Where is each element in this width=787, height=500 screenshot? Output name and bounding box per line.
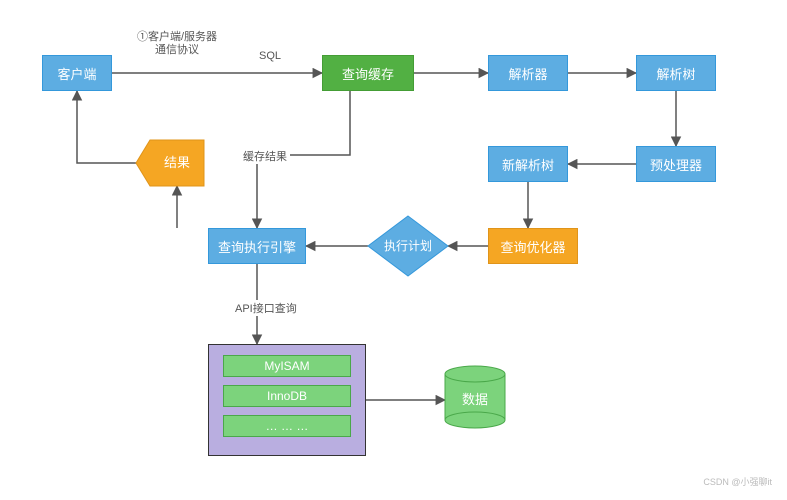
result-label: 结果: [164, 155, 190, 170]
optimizer-label: 查询优化器: [500, 237, 565, 256]
cache-node: 查询缓存: [322, 55, 414, 91]
optimizer-node: 查询优化器: [488, 228, 578, 264]
preprocessor-node: 预处理器: [636, 146, 716, 182]
new-tree-label: 新解析树: [502, 155, 554, 174]
plan-node: 执行计划: [368, 216, 448, 276]
watermark: CSDN @小强聊it: [703, 475, 772, 488]
engines-container: MyISAM InnoDB … … …: [208, 344, 366, 456]
client-label: 客户端: [57, 64, 96, 83]
exec-engine-label: 查询执行引擎: [218, 237, 296, 256]
edge-result-client: [77, 91, 150, 163]
api-label: API接口查询: [232, 300, 300, 316]
parser-label: 解析器: [508, 64, 547, 83]
protocol-label: ①客户端/服务器通信协议: [134, 31, 220, 57]
result-node: 结果: [136, 140, 204, 186]
client-node: 客户端: [42, 55, 112, 91]
plan-label: 执行计划: [384, 239, 432, 253]
data-cylinder: 数据: [445, 366, 505, 428]
parse-tree-node: 解析树: [636, 55, 716, 91]
parse-tree-label: 解析树: [656, 64, 695, 83]
cached-label: 缓存结果: [240, 148, 290, 164]
engine-item: InnoDB: [223, 385, 351, 407]
parser-node: 解析器: [488, 55, 568, 91]
new-tree-node: 新解析树: [488, 146, 568, 182]
engine-item: … … …: [223, 415, 351, 437]
sql-label: SQL: [256, 50, 284, 62]
cache-label: 查询缓存: [342, 64, 394, 83]
exec-engine-node: 查询执行引擎: [208, 228, 306, 264]
engine-item: MyISAM: [223, 355, 351, 377]
data-label: 数据: [462, 392, 488, 407]
preprocessor-label: 预处理器: [650, 155, 702, 174]
